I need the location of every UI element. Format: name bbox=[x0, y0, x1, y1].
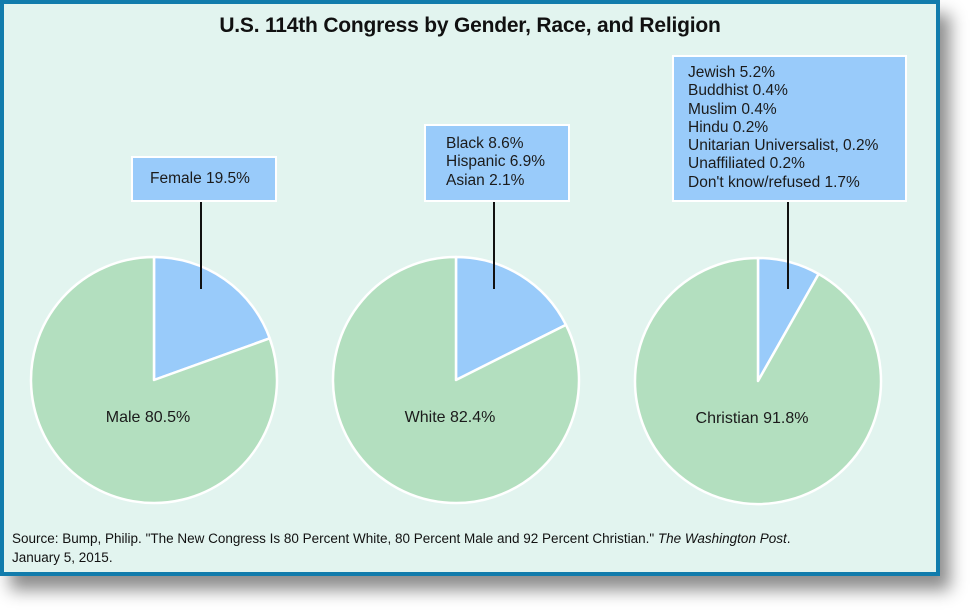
callout-line: Unaffiliated 0.2% bbox=[688, 155, 805, 173]
chart-title: U.S. 114th Congress by Gender, Race, and… bbox=[219, 14, 721, 37]
callout-religion: Jewish 5.2% Buddhist 0.4% Muslim 0.4% Hindu… bbox=[672, 55, 907, 202]
pie-religion: Christian 91.8% bbox=[633, 202, 883, 506]
callout-line: Hindu 0.2% bbox=[688, 118, 769, 136]
source-publication: The Washington Post bbox=[657, 531, 787, 546]
callout-line: Buddhist 0.4% bbox=[688, 82, 788, 100]
pie-slice-non-white bbox=[454, 255, 568, 382]
callout-line: Hispanic 6.9% bbox=[446, 153, 546, 171]
source-text: Source: Bump, Philip. "The New Congress … bbox=[12, 531, 658, 546]
callout-gender: Female 19.5% bbox=[131, 156, 277, 202]
pie-slice-christian bbox=[633, 256, 883, 506]
source-date: January 5, 2015. bbox=[12, 550, 113, 565]
callout-line: Asian 2.1% bbox=[446, 171, 525, 189]
pie-slice-white bbox=[331, 255, 581, 505]
source-suffix: . bbox=[786, 531, 791, 546]
pie-race: White 82.4% bbox=[331, 202, 581, 505]
pie-inside-label: Male 80.5% bbox=[106, 409, 191, 426]
callout-line: Don't know/refused 1.7% bbox=[688, 173, 860, 191]
pie-inside-label: White 82.4% bbox=[405, 409, 496, 426]
pie-inside-label: Christian 91.8% bbox=[696, 410, 809, 427]
callout-line: Female 19.5% bbox=[150, 170, 250, 187]
callout-race: Black 8.6% Hispanic 6.9% Asian 2.1% bbox=[424, 124, 570, 202]
pie-slice-female bbox=[152, 255, 271, 382]
callout-line: Unitarian Universalist, 0.2% bbox=[688, 137, 879, 155]
source-citation: Source: Bump, Philip. "The New Congress … bbox=[12, 529, 912, 567]
callout-line: Muslim 0.4% bbox=[688, 100, 777, 118]
pie-slice-male bbox=[29, 255, 279, 505]
callout-line: Black 8.6% bbox=[446, 135, 524, 152]
callout-line: Jewish 5.2% bbox=[688, 64, 776, 81]
pie-gender: Male 80.5% bbox=[29, 202, 279, 505]
